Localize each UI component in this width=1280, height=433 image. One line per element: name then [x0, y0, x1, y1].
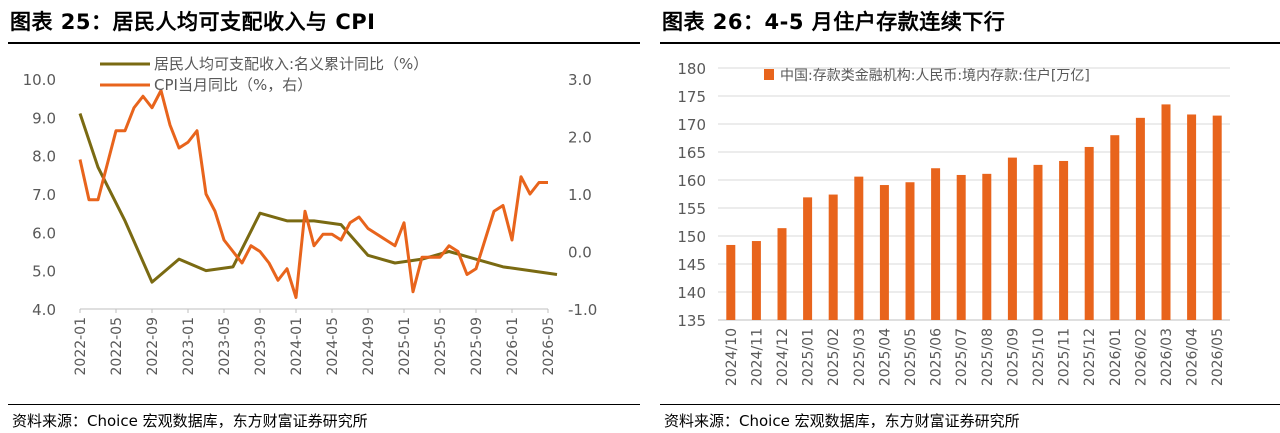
- right-y-tick-label: -1.0: [568, 301, 597, 319]
- left-chart-panel: 图表 25：居民人均可支配收入与 CPI 4.0 5.0 6.0 7.0 8.0 9.0 1…: [8, 10, 640, 430]
- x-tick-label: 2025/12: [1082, 328, 1098, 386]
- deposit-bar: [956, 174, 966, 320]
- left-chart-title: 图表 25：居民人均可支配收入与 CPI: [10, 10, 376, 34]
- x-tick-label: 2025/09: [1005, 328, 1021, 386]
- x-tick-label: 2026-01: [505, 317, 521, 376]
- deposit-bar: [1084, 146, 1094, 320]
- x-tick-label: 2024/10: [724, 328, 740, 386]
- right-y-tick-label: 3.0: [568, 71, 592, 89]
- x-tick-label: 2025/06: [929, 328, 945, 386]
- y-tick-label: 145: [677, 256, 706, 274]
- y-tick-label: 160: [677, 172, 706, 190]
- x-tick-label: 2026/04: [1185, 328, 1201, 386]
- x-tick-label: 2024-09: [361, 317, 377, 376]
- legend-swatch: [764, 69, 774, 80]
- deposit-bar: [905, 182, 915, 320]
- x-tick-label: 2025/03: [852, 328, 868, 386]
- y-tick-label: 180: [677, 60, 706, 78]
- x-tick-label: 2025/01: [801, 328, 817, 386]
- y-tick-label: 150: [677, 228, 706, 246]
- deposit-bar: [1059, 160, 1069, 320]
- x-tick-label: 2025/05: [903, 328, 919, 386]
- x-tick-label: 2025/04: [877, 328, 893, 386]
- left-source-note: 资料来源：Choice 宏观数据库，东方财富证券研究所: [12, 412, 368, 430]
- x-tick-label: 2025-05: [433, 317, 449, 376]
- left-y-tick-label: 5.0: [32, 263, 56, 281]
- legend-label: 中国:存款类金融机构:人民币:境内存款:住户[万亿]: [780, 67, 1090, 84]
- deposit-bar: [931, 168, 941, 320]
- y-tick-label: 165: [677, 144, 706, 162]
- x-tick-label: 2025-01: [397, 317, 413, 376]
- income-growth-line: [78, 113, 558, 284]
- left-title-rule: [8, 42, 640, 44]
- cpi-yoy-line: [78, 89, 548, 299]
- x-tick-label: 2025/08: [980, 328, 996, 386]
- household-deposit-bar-chart: 135 140 145 150 155 160 165 170 175 180 2024/10 202…: [677, 60, 1230, 386]
- right-y-tick-label: 2.0: [568, 129, 592, 147]
- x-tick-label: 2025/10: [1031, 328, 1047, 386]
- left-source-rule: [8, 404, 640, 405]
- x-tick-label: 2026/01: [1108, 328, 1124, 386]
- deposit-bar: [751, 241, 761, 320]
- x-tick-label: 2024/12: [775, 328, 791, 386]
- x-tick-label: 2024-01: [289, 317, 305, 376]
- left-y-tick-label: 9.0: [32, 109, 56, 127]
- right-y-tick-label: 0.0: [568, 244, 592, 262]
- right-source-rule: [660, 404, 1280, 405]
- x-tick-label: 2025/02: [826, 328, 842, 386]
- y-tick-label: 175: [677, 88, 706, 106]
- left-y-tick-label: 7.0: [32, 186, 56, 204]
- right-chart-panel: 图表 26：4-5 月住户存款连续下行 135 140 145 150 155 160 16…: [652, 0, 1280, 433]
- legend-income-label: 居民人均可支配收入:名义累计同比（%）: [154, 55, 428, 73]
- right-chart-title: 图表 26：4-5 月住户存款连续下行: [662, 10, 1006, 34]
- left-y-tick-label: 4.0: [32, 301, 56, 319]
- x-tick-label: 2026/02: [1133, 328, 1149, 386]
- deposit-bar: [1212, 115, 1222, 320]
- x-tick-label: 2023-09: [253, 317, 269, 376]
- left-y-tick-label: 8.0: [32, 148, 56, 166]
- x-tick-label: 2026/05: [1210, 328, 1226, 386]
- deposit-bar: [777, 228, 787, 320]
- x-tick-label: 2026/03: [1159, 328, 1175, 386]
- legend-cpi-label: CPI当月同比（%，右）: [154, 76, 312, 94]
- x-tick-label: 2024-05: [325, 317, 341, 376]
- x-tick-label: 2023-05: [217, 317, 233, 376]
- right-title-rule: [660, 42, 1280, 44]
- left-y-tick-label: 10.0: [23, 71, 56, 89]
- deposit-bar: [1110, 135, 1120, 320]
- y-tick-label: 140: [677, 284, 706, 302]
- y-tick-label: 155: [677, 200, 706, 218]
- y-tick-label: 135: [677, 312, 706, 330]
- deposit-bar: [982, 173, 992, 320]
- deposit-bar: [803, 197, 813, 320]
- x-tick-label: 2022-09: [145, 317, 161, 376]
- x-tick-label: 2026-05: [541, 317, 557, 376]
- deposit-bar: [854, 176, 864, 320]
- left-y-tick-label: 6.0: [32, 224, 56, 242]
- y-tick-label: 170: [677, 116, 706, 134]
- x-tick-label: 2023-01: [181, 317, 197, 376]
- deposit-bar: [879, 185, 889, 320]
- deposit-bar: [1135, 117, 1145, 320]
- right-source-note: 资料来源：Choice 宏观数据库，东方财富证券研究所: [664, 412, 1020, 430]
- x-tick-label: 2025/07: [954, 328, 970, 386]
- income-cpi-line-chart: 4.0 5.0 6.0 7.0 8.0 9.0 10.0 -1.0 0.0 1.0 2.0 3.0 20…: [23, 55, 598, 376]
- x-tick-label: 2022-05: [109, 317, 125, 376]
- x-tick-label: 2024/11: [749, 328, 765, 386]
- x-tick-label: 2022-01: [73, 317, 89, 376]
- x-tick-label: 2025-09: [469, 317, 485, 376]
- deposit-bar: [1007, 157, 1017, 320]
- deposit-bar: [828, 194, 838, 320]
- right-y-tick-label: 1.0: [568, 186, 592, 204]
- x-tick-label: 2025/11: [1057, 328, 1073, 386]
- deposit-bar: [1033, 164, 1043, 320]
- deposit-bar: [726, 244, 736, 320]
- deposit-bar: [1187, 114, 1197, 320]
- deposit-bar: [1161, 104, 1171, 321]
